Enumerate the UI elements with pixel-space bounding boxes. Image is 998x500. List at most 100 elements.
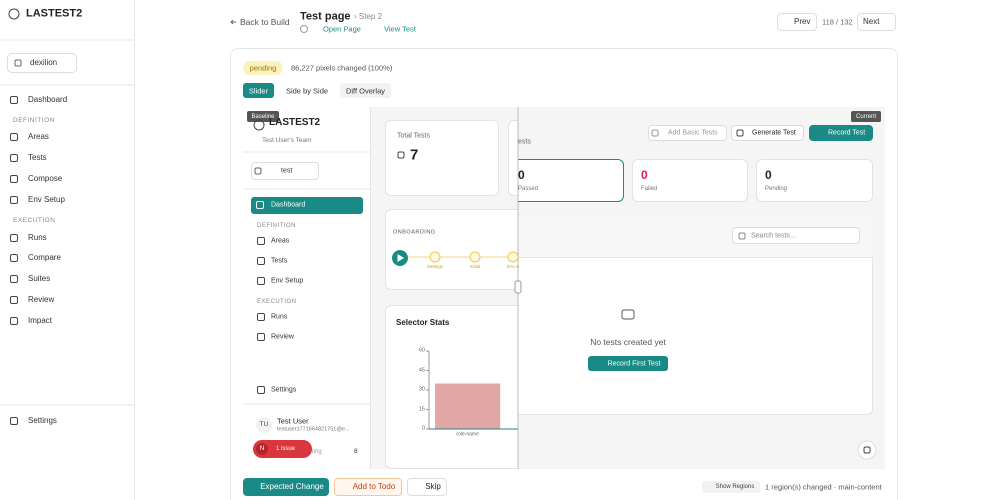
pixels-changed: 86,227 pixels changed (100%): [291, 63, 393, 73]
initials: TU: [259, 420, 269, 428]
icon: [10, 175, 18, 183]
icon: [254, 167, 262, 175]
prev-button[interactable]: [777, 13, 817, 31]
items[interactable]: Compose: [28, 174, 63, 183]
items[interactable]: Env Setup: [28, 195, 65, 204]
heading: DEFINITION: [257, 223, 296, 229]
view-test[interactable]: View Test: [384, 24, 416, 34]
button[interactable]: [702, 481, 760, 493]
bar: [435, 383, 501, 429]
logo: [8, 8, 20, 20]
step-dot: [507, 251, 519, 263]
icon: [256, 201, 264, 209]
items[interactable]: Areas: [28, 132, 49, 141]
buttons[interactable]: Record Test: [828, 129, 866, 137]
items: Tests: [271, 257, 288, 265]
icon: N: [259, 444, 265, 452]
issue-badge[interactable]: [253, 440, 312, 458]
footer-count: 8: [354, 447, 358, 455]
show-regions[interactable]: Show Regions: [715, 484, 755, 490]
step-dot: [429, 251, 441, 263]
bug-button: [857, 440, 877, 460]
icon: [10, 275, 18, 283]
globe: [300, 25, 308, 33]
skip[interactable]: Skip: [425, 482, 441, 491]
icon: [257, 313, 265, 321]
items[interactable]: Runs: [28, 233, 47, 242]
tag: Baseline: [251, 113, 275, 120]
slider-grip: [514, 280, 522, 294]
icon: [651, 129, 659, 137]
status-pill: [243, 61, 283, 75]
tabs[interactable]: Diff Overlay: [345, 85, 386, 95]
stat-card: [508, 120, 518, 196]
items: Runs: [271, 313, 288, 321]
button[interactable]: [334, 478, 402, 496]
heading: ONBOARDING: [393, 229, 436, 236]
items[interactable]: Tests: [28, 153, 47, 162]
back[interactable]: Back to Build: [240, 16, 290, 27]
tabs[interactable]: Side by Side: [285, 85, 329, 95]
tabs[interactable]: Slider: [248, 85, 269, 95]
regions: 1 region(s) changed · main-content: [765, 482, 882, 492]
logo: [253, 119, 265, 131]
cta[interactable]: Record First Test: [607, 360, 661, 367]
value: 0: [765, 168, 772, 182]
icon: [397, 151, 405, 159]
folder-icon: [621, 309, 635, 320]
tab[interactable]: [243, 83, 274, 98]
title: Selector Stats: [396, 318, 450, 327]
dashboard: Dashboard: [271, 201, 306, 209]
nav-active: [251, 197, 363, 214]
next-button[interactable]: [857, 13, 896, 31]
items[interactable]: Compare: [28, 253, 61, 262]
expected[interactable]: Expected Change: [260, 482, 324, 491]
heading: DEFINITION: [13, 116, 55, 124]
button[interactable]: [809, 125, 873, 141]
email: testuser1771664821751@e...: [277, 426, 350, 433]
stat-card: [518, 159, 624, 202]
avatar: [256, 417, 272, 433]
onboarding-card: [385, 209, 518, 290]
brand: LASTEST2: [269, 117, 321, 128]
next[interactable]: Next: [863, 17, 880, 26]
button[interactable]: [648, 125, 727, 141]
team[interactable]: dexilion: [30, 58, 58, 67]
tab[interactable]: [281, 83, 333, 98]
search-box[interactable]: [732, 227, 860, 244]
settings[interactable]: Settings: [28, 416, 57, 425]
value: 0: [641, 168, 648, 182]
open-page[interactable]: Open Page: [323, 24, 361, 34]
buttons[interactable]: Generate Test: [752, 129, 796, 137]
todo[interactable]: Add to Todo: [352, 482, 396, 491]
button[interactable]: [407, 478, 447, 496]
buttons[interactable]: Add Basic Tests: [668, 129, 718, 137]
icon: [257, 386, 265, 394]
items: Areas: [271, 237, 290, 245]
stat-card: [632, 159, 748, 202]
steps: Initial: [469, 263, 481, 269]
current-tag: [851, 111, 881, 122]
back-arrow: [230, 19, 236, 25]
tab[interactable]: [340, 83, 391, 98]
footer-text: ting: [312, 449, 322, 455]
button[interactable]: [243, 478, 329, 496]
steps: Env S: [506, 263, 520, 269]
dashboard[interactable]: Dashboard: [28, 95, 68, 104]
yticks: 60: [418, 347, 425, 354]
button[interactable]: [588, 356, 668, 371]
search[interactable]: Search tests...: [751, 232, 796, 240]
icon: [10, 317, 18, 325]
icon: [14, 59, 22, 67]
items[interactable]: Suites: [28, 274, 51, 283]
items[interactable]: Review: [28, 295, 55, 304]
items: Review: [271, 333, 294, 341]
heading: EXECUTION: [257, 299, 297, 305]
button[interactable]: [731, 125, 804, 141]
icon: [10, 254, 18, 262]
team-selector[interactable]: [7, 53, 77, 73]
prev[interactable]: Prev: [794, 17, 811, 26]
team: Test User's Team: [262, 136, 312, 144]
items[interactable]: Impact: [28, 316, 53, 325]
